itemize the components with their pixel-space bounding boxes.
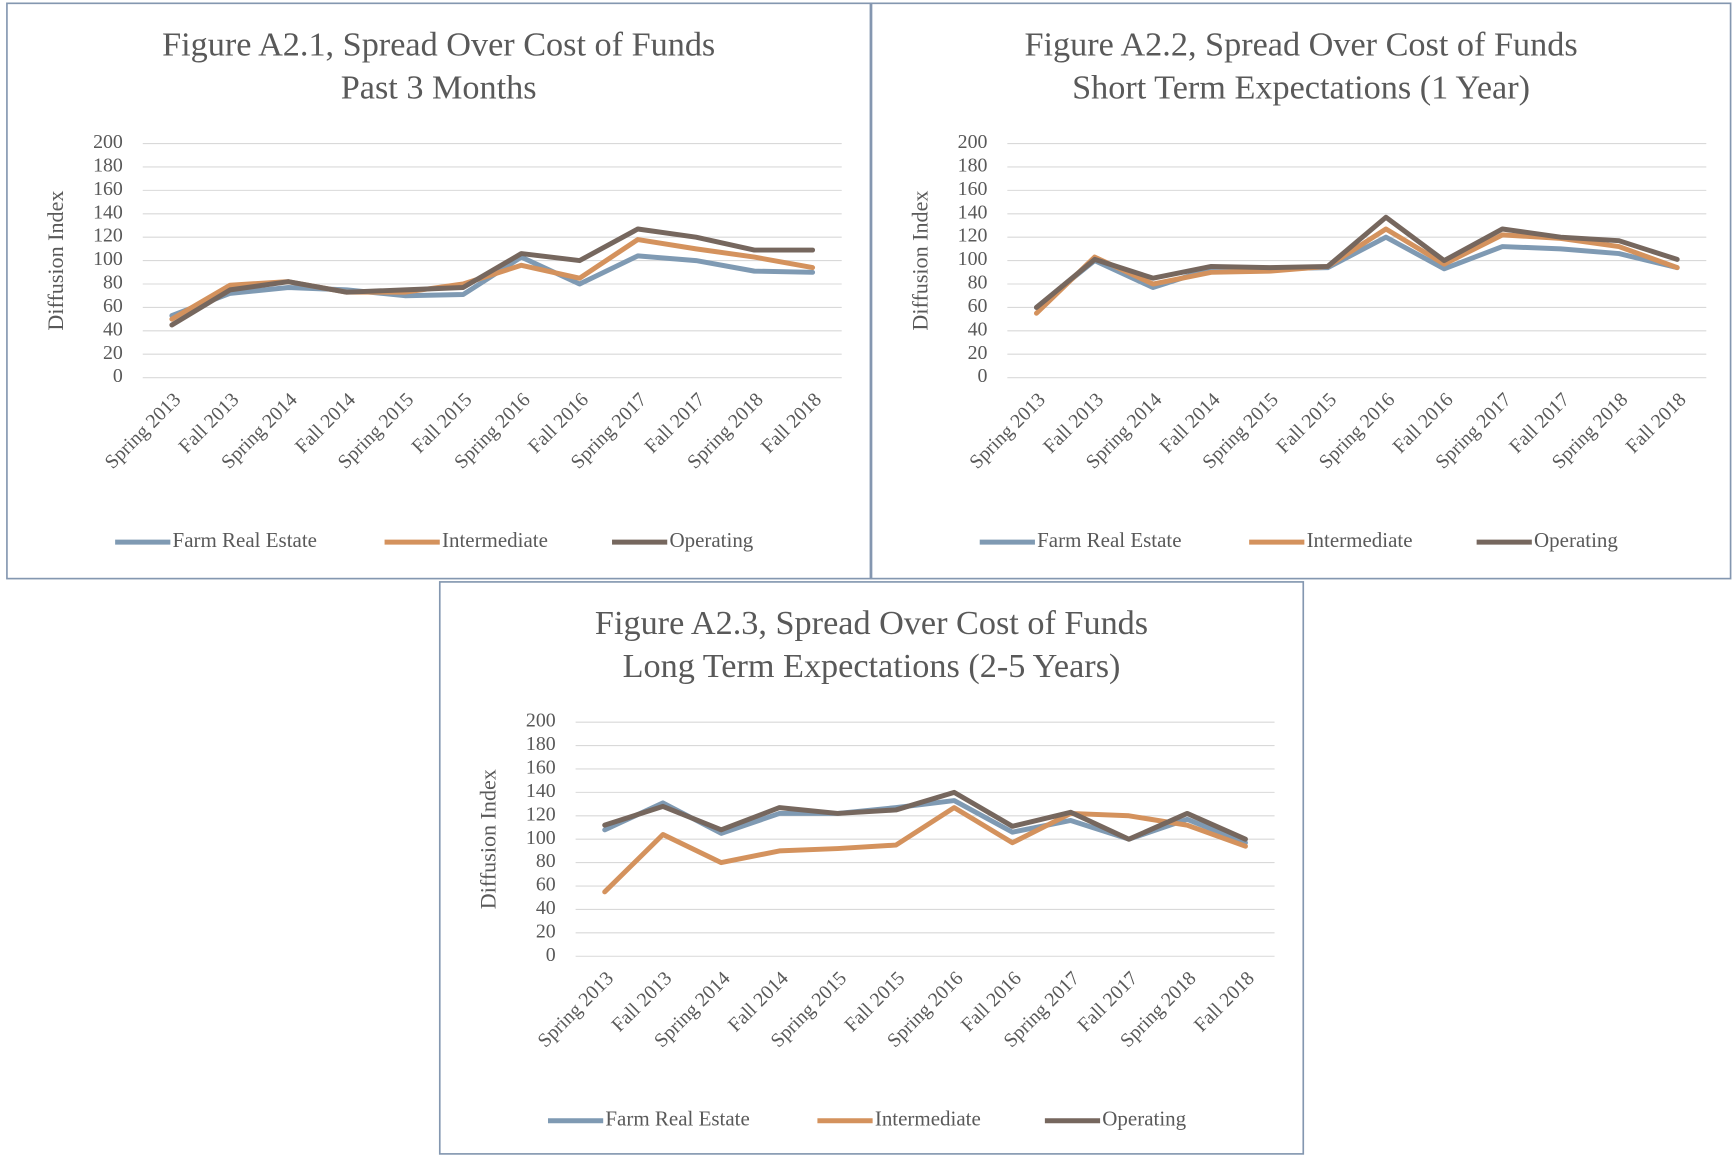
chart-subtitle: Short Term Expectations (1 Year) — [1072, 68, 1530, 106]
legend-label: Farm Real Estate — [605, 1107, 749, 1131]
legend-label: Operating — [1534, 528, 1618, 552]
panel-border — [6, 2, 872, 580]
y-tick-label: 80 — [536, 850, 556, 872]
legend-label: Operating — [1102, 1107, 1186, 1131]
y-tick-label: 40 — [968, 318, 988, 340]
series-line — [602, 805, 1248, 895]
legend-label: Farm Real Estate — [1037, 528, 1181, 552]
y-tick-label: 100 — [526, 827, 556, 849]
chart-title: Figure A2.3, Spread Over Cost of Funds — [595, 604, 1148, 642]
series-line — [169, 226, 816, 328]
y-axis-label: Diffusion Index — [476, 769, 501, 909]
panel-border — [870, 2, 1732, 580]
y-tick-label: 200 — [93, 131, 123, 153]
y-tick-label: 60 — [536, 874, 556, 896]
chart-title: Figure A2.2, Spread Over Cost of Funds — [1024, 25, 1577, 63]
x-tick-label: Spring 2013 — [965, 389, 1050, 474]
y-tick-label: 120 — [526, 803, 556, 825]
y-tick-label: 180 — [93, 155, 123, 177]
legend-label: Operating — [669, 528, 753, 552]
y-tick-label: 60 — [103, 295, 123, 317]
y-tick-label: 140 — [958, 201, 988, 223]
y-tick-label: 100 — [958, 248, 988, 270]
y-tick-label: 20 — [536, 920, 556, 942]
chart-subtitle: Long Term Expectations (2-5 Years) — [623, 647, 1121, 685]
y-tick-label: 40 — [536, 897, 556, 919]
y-tick-label: 180 — [526, 733, 556, 755]
y-tick-label: 0 — [546, 944, 556, 966]
y-tick-label: 0 — [978, 365, 988, 387]
y-tick-label: 80 — [103, 272, 123, 294]
x-tick-label: Spring 2013 — [101, 389, 186, 474]
legend-label: Intermediate — [442, 528, 548, 552]
legend-label: Intermediate — [1307, 528, 1413, 552]
y-tick-label: 20 — [103, 342, 123, 364]
series-line — [1033, 234, 1680, 310]
y-tick-label: 200 — [526, 710, 556, 732]
chart-title: Figure A2.1, Spread Over Cost of Funds — [162, 25, 715, 63]
y-axis-label: Diffusion Index — [907, 191, 932, 331]
x-tick-label: Fall 2018 — [1622, 389, 1691, 458]
y-tick-label: 160 — [93, 178, 123, 200]
y-tick-label: 160 — [526, 757, 556, 779]
legend-label: Intermediate — [875, 1107, 981, 1131]
y-tick-label: 100 — [93, 248, 123, 270]
y-tick-label: 200 — [958, 131, 988, 153]
y-tick-label: 120 — [958, 225, 988, 247]
y-tick-label: 60 — [968, 295, 988, 317]
y-tick-label: 180 — [958, 155, 988, 177]
x-tick-label: Fall 2018 — [1190, 967, 1259, 1036]
x-tick-label: Spring 2013 — [533, 967, 618, 1052]
chart-subtitle: Past 3 Months — [341, 68, 537, 106]
panel-border — [438, 581, 1305, 1155]
y-tick-label: 0 — [113, 365, 123, 387]
series-line — [1033, 214, 1680, 310]
series-line — [602, 789, 1248, 842]
x-tick-label: Fall 2018 — [757, 389, 826, 458]
y-tick-label: 140 — [93, 201, 123, 223]
y-tick-label: 160 — [958, 178, 988, 200]
y-axis-label: Diffusion Index — [43, 191, 68, 331]
y-tick-label: 120 — [93, 225, 123, 247]
y-tick-label: 140 — [526, 780, 556, 802]
legend-label: Farm Real Estate — [173, 528, 317, 552]
y-tick-label: 40 — [103, 318, 123, 340]
y-tick-label: 80 — [968, 272, 988, 294]
y-tick-label: 20 — [968, 342, 988, 364]
